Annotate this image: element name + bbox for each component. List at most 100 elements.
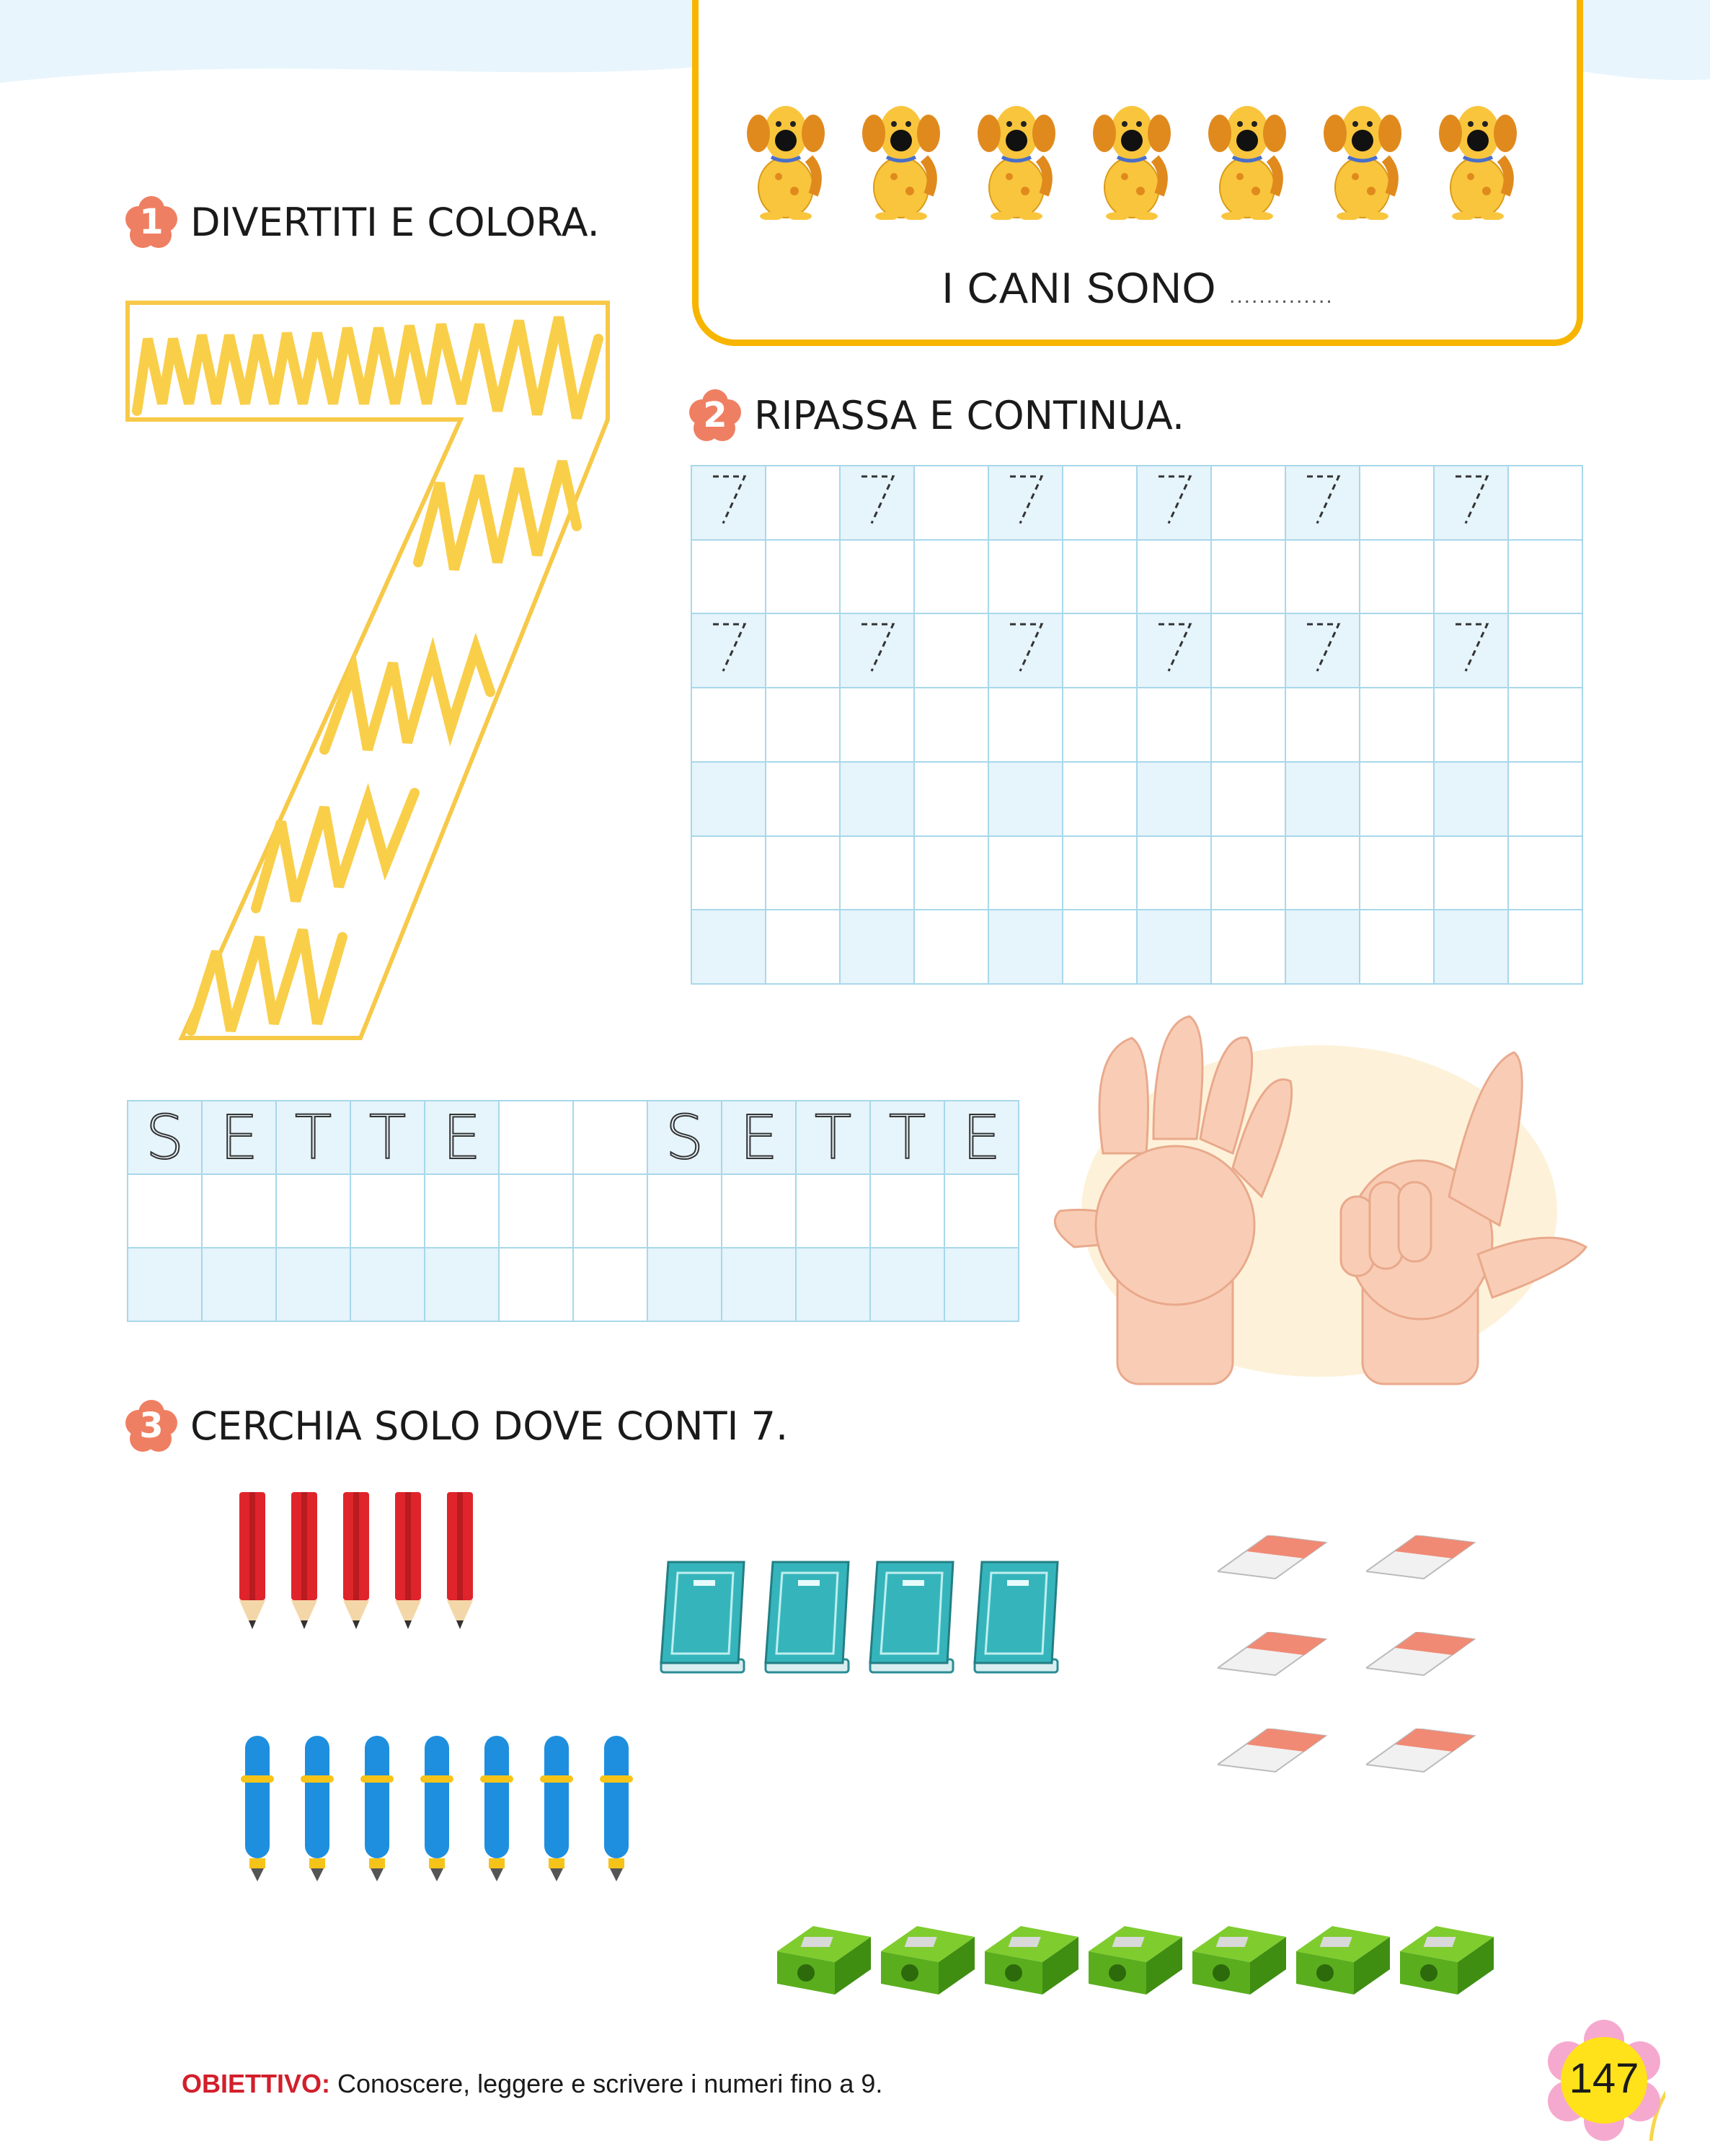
grid-cell[interactable] xyxy=(500,1101,574,1175)
grid-cell[interactable] xyxy=(574,1175,648,1248)
book-icon[interactable] xyxy=(762,1558,852,1675)
grid-cell[interactable] xyxy=(1509,466,1583,541)
grid-cell[interactable] xyxy=(1509,540,1583,615)
grid-cell[interactable] xyxy=(692,836,766,911)
grid-cell[interactable] xyxy=(128,1248,203,1322)
eraser-icon[interactable] xyxy=(1364,1727,1476,1777)
grid-cell[interactable] xyxy=(871,1175,945,1248)
grid-cell[interactable] xyxy=(1212,836,1286,911)
grid-cell[interactable] xyxy=(989,910,1063,985)
book-icon[interactable] xyxy=(971,1558,1061,1675)
grid-cell[interactable] xyxy=(203,1175,277,1248)
grid-cell[interactable] xyxy=(1138,466,1212,541)
grid-cell[interactable] xyxy=(945,1175,1019,1248)
grid-cell[interactable] xyxy=(945,1248,1019,1322)
grid-cell[interactable] xyxy=(1286,540,1360,615)
grid-cell[interactable] xyxy=(203,1248,277,1322)
grid-cell[interactable] xyxy=(1286,466,1360,541)
grid-cell[interactable] xyxy=(989,836,1063,911)
grid-cell[interactable]: T xyxy=(277,1101,351,1175)
grid-cell[interactable] xyxy=(841,466,915,541)
book-icon[interactable] xyxy=(867,1558,957,1675)
grid-cell[interactable]: E xyxy=(425,1101,500,1175)
grid-cell[interactable] xyxy=(1212,688,1286,763)
grid-cell[interactable] xyxy=(1435,688,1509,763)
grid-cell[interactable] xyxy=(766,688,841,763)
eraser-icon[interactable] xyxy=(1215,1534,1328,1584)
pen-icon[interactable] xyxy=(301,1736,334,1881)
pen-icon[interactable] xyxy=(540,1736,573,1881)
grid-cell[interactable] xyxy=(692,762,766,837)
grid-cell[interactable] xyxy=(1212,910,1286,985)
grid-cell[interactable] xyxy=(1138,836,1212,911)
sharpener-icon[interactable] xyxy=(1192,1922,1286,1995)
grid-cell[interactable] xyxy=(841,910,915,985)
grid-cell[interactable] xyxy=(1435,762,1509,837)
grid-cell[interactable] xyxy=(1063,466,1138,541)
grid-cell[interactable] xyxy=(692,614,766,689)
grid-cell[interactable] xyxy=(766,910,841,985)
grid-cell[interactable]: S xyxy=(128,1101,203,1175)
grid-cell[interactable] xyxy=(841,688,915,763)
grid-cell[interactable] xyxy=(1138,910,1212,985)
answer-blank[interactable]: .............. xyxy=(1229,284,1334,308)
grid-cell[interactable] xyxy=(500,1248,574,1322)
grid-cell[interactable] xyxy=(722,1248,797,1322)
grid-cell[interactable] xyxy=(1212,762,1286,837)
grid-cell[interactable] xyxy=(1509,614,1583,689)
grid-cell[interactable]: E xyxy=(203,1101,277,1175)
grid-cell[interactable] xyxy=(1360,762,1435,837)
grid-cell[interactable] xyxy=(1138,540,1212,615)
grid-cell[interactable] xyxy=(1360,614,1435,689)
grid-cell[interactable] xyxy=(1063,910,1138,985)
grid-cell[interactable] xyxy=(648,1175,722,1248)
grid-cell[interactable] xyxy=(1212,540,1286,615)
grid-cell[interactable] xyxy=(1138,614,1212,689)
grid-cell[interactable] xyxy=(1509,910,1583,985)
sharpener-icon[interactable] xyxy=(881,1922,975,1995)
grid-cell[interactable] xyxy=(1509,762,1583,837)
grid-cell[interactable] xyxy=(1509,688,1583,763)
pencil-icon[interactable] xyxy=(288,1492,320,1631)
grid-cell[interactable] xyxy=(766,466,841,541)
grid-cell[interactable] xyxy=(277,1175,351,1248)
grid-cell[interactable] xyxy=(425,1248,500,1322)
grid-cell[interactable] xyxy=(722,1175,797,1248)
grid-cell[interactable] xyxy=(1435,836,1509,911)
eraser-icon[interactable] xyxy=(1215,1631,1328,1680)
grid-cell[interactable] xyxy=(1286,762,1360,837)
sharpener-icon[interactable] xyxy=(985,1922,1078,1995)
grid-cell[interactable] xyxy=(692,466,766,541)
grid-cell[interactable] xyxy=(1063,614,1138,689)
eraser-icon[interactable] xyxy=(1364,1631,1476,1680)
grid-cell[interactable] xyxy=(1063,688,1138,763)
grid-cell[interactable] xyxy=(915,910,989,985)
grid-cell[interactable] xyxy=(797,1175,871,1248)
pen-icon[interactable] xyxy=(420,1736,453,1881)
grid-cell[interactable] xyxy=(648,1248,722,1322)
grid-cell[interactable] xyxy=(574,1101,648,1175)
grid-cell[interactable] xyxy=(1212,466,1286,541)
grid-cell[interactable] xyxy=(1212,614,1286,689)
grid-cell[interactable] xyxy=(915,540,989,615)
grid-cell[interactable] xyxy=(277,1248,351,1322)
grid-cell[interactable] xyxy=(1286,836,1360,911)
grid-cell[interactable] xyxy=(766,762,841,837)
grid-cell[interactable] xyxy=(692,688,766,763)
grid-cell[interactable] xyxy=(1435,910,1509,985)
grid-cell[interactable] xyxy=(766,540,841,615)
grid-cell[interactable] xyxy=(915,614,989,689)
pen-icon[interactable] xyxy=(241,1736,274,1881)
grid-cell[interactable] xyxy=(351,1248,425,1322)
grid-cell[interactable]: T xyxy=(871,1101,945,1175)
grid-cell[interactable]: T xyxy=(351,1101,425,1175)
grid-cell[interactable] xyxy=(841,614,915,689)
grid-cell[interactable] xyxy=(692,540,766,615)
sharpener-icon[interactable] xyxy=(1089,1922,1182,1995)
grid-cell[interactable] xyxy=(1286,688,1360,763)
grid-cell[interactable] xyxy=(1063,762,1138,837)
grid-cell[interactable] xyxy=(1286,614,1360,689)
grid-cell[interactable] xyxy=(692,910,766,985)
grid-cell[interactable] xyxy=(1138,762,1212,837)
grid-cell[interactable] xyxy=(500,1175,574,1248)
